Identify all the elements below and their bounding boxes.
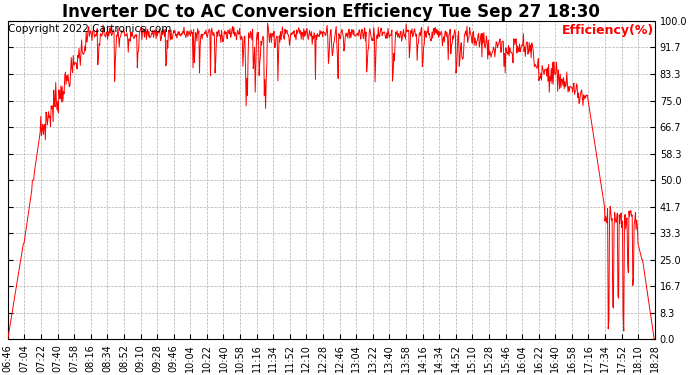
Text: Copyright 2022 Cartronics.com: Copyright 2022 Cartronics.com — [8, 24, 172, 34]
Title: Inverter DC to AC Conversion Efficiency Tue Sep 27 18:30: Inverter DC to AC Conversion Efficiency … — [62, 3, 600, 21]
Text: Efficiency(%): Efficiency(%) — [562, 24, 654, 37]
